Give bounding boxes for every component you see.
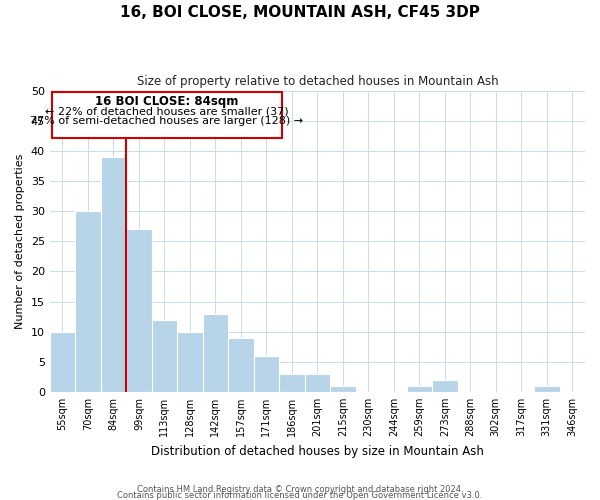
Bar bbox=[330, 386, 356, 392]
Bar bbox=[152, 320, 177, 392]
Text: ← 22% of detached houses are smaller (37): ← 22% of detached houses are smaller (37… bbox=[45, 106, 289, 116]
Bar bbox=[305, 374, 330, 392]
Bar bbox=[126, 229, 152, 392]
Text: 77% of semi-detached houses are larger (128) →: 77% of semi-detached houses are larger (… bbox=[31, 116, 304, 126]
Text: 16, BOI CLOSE, MOUNTAIN ASH, CF45 3DP: 16, BOI CLOSE, MOUNTAIN ASH, CF45 3DP bbox=[120, 5, 480, 20]
Title: Size of property relative to detached houses in Mountain Ash: Size of property relative to detached ho… bbox=[137, 75, 498, 88]
Bar bbox=[534, 386, 560, 392]
Text: Contains HM Land Registry data © Crown copyright and database right 2024.: Contains HM Land Registry data © Crown c… bbox=[137, 485, 463, 494]
Bar bbox=[101, 157, 126, 392]
Bar bbox=[203, 314, 228, 392]
Bar bbox=[50, 332, 75, 392]
Bar bbox=[177, 332, 203, 392]
Bar bbox=[75, 211, 101, 392]
Bar bbox=[407, 386, 432, 392]
Bar bbox=[254, 356, 279, 392]
FancyBboxPatch shape bbox=[52, 92, 281, 138]
Text: 16 BOI CLOSE: 84sqm: 16 BOI CLOSE: 84sqm bbox=[95, 96, 239, 108]
Y-axis label: Number of detached properties: Number of detached properties bbox=[15, 154, 25, 329]
Bar bbox=[279, 374, 305, 392]
Bar bbox=[432, 380, 458, 392]
Text: Contains public sector information licensed under the Open Government Licence v3: Contains public sector information licen… bbox=[118, 490, 482, 500]
X-axis label: Distribution of detached houses by size in Mountain Ash: Distribution of detached houses by size … bbox=[151, 444, 484, 458]
Bar bbox=[228, 338, 254, 392]
